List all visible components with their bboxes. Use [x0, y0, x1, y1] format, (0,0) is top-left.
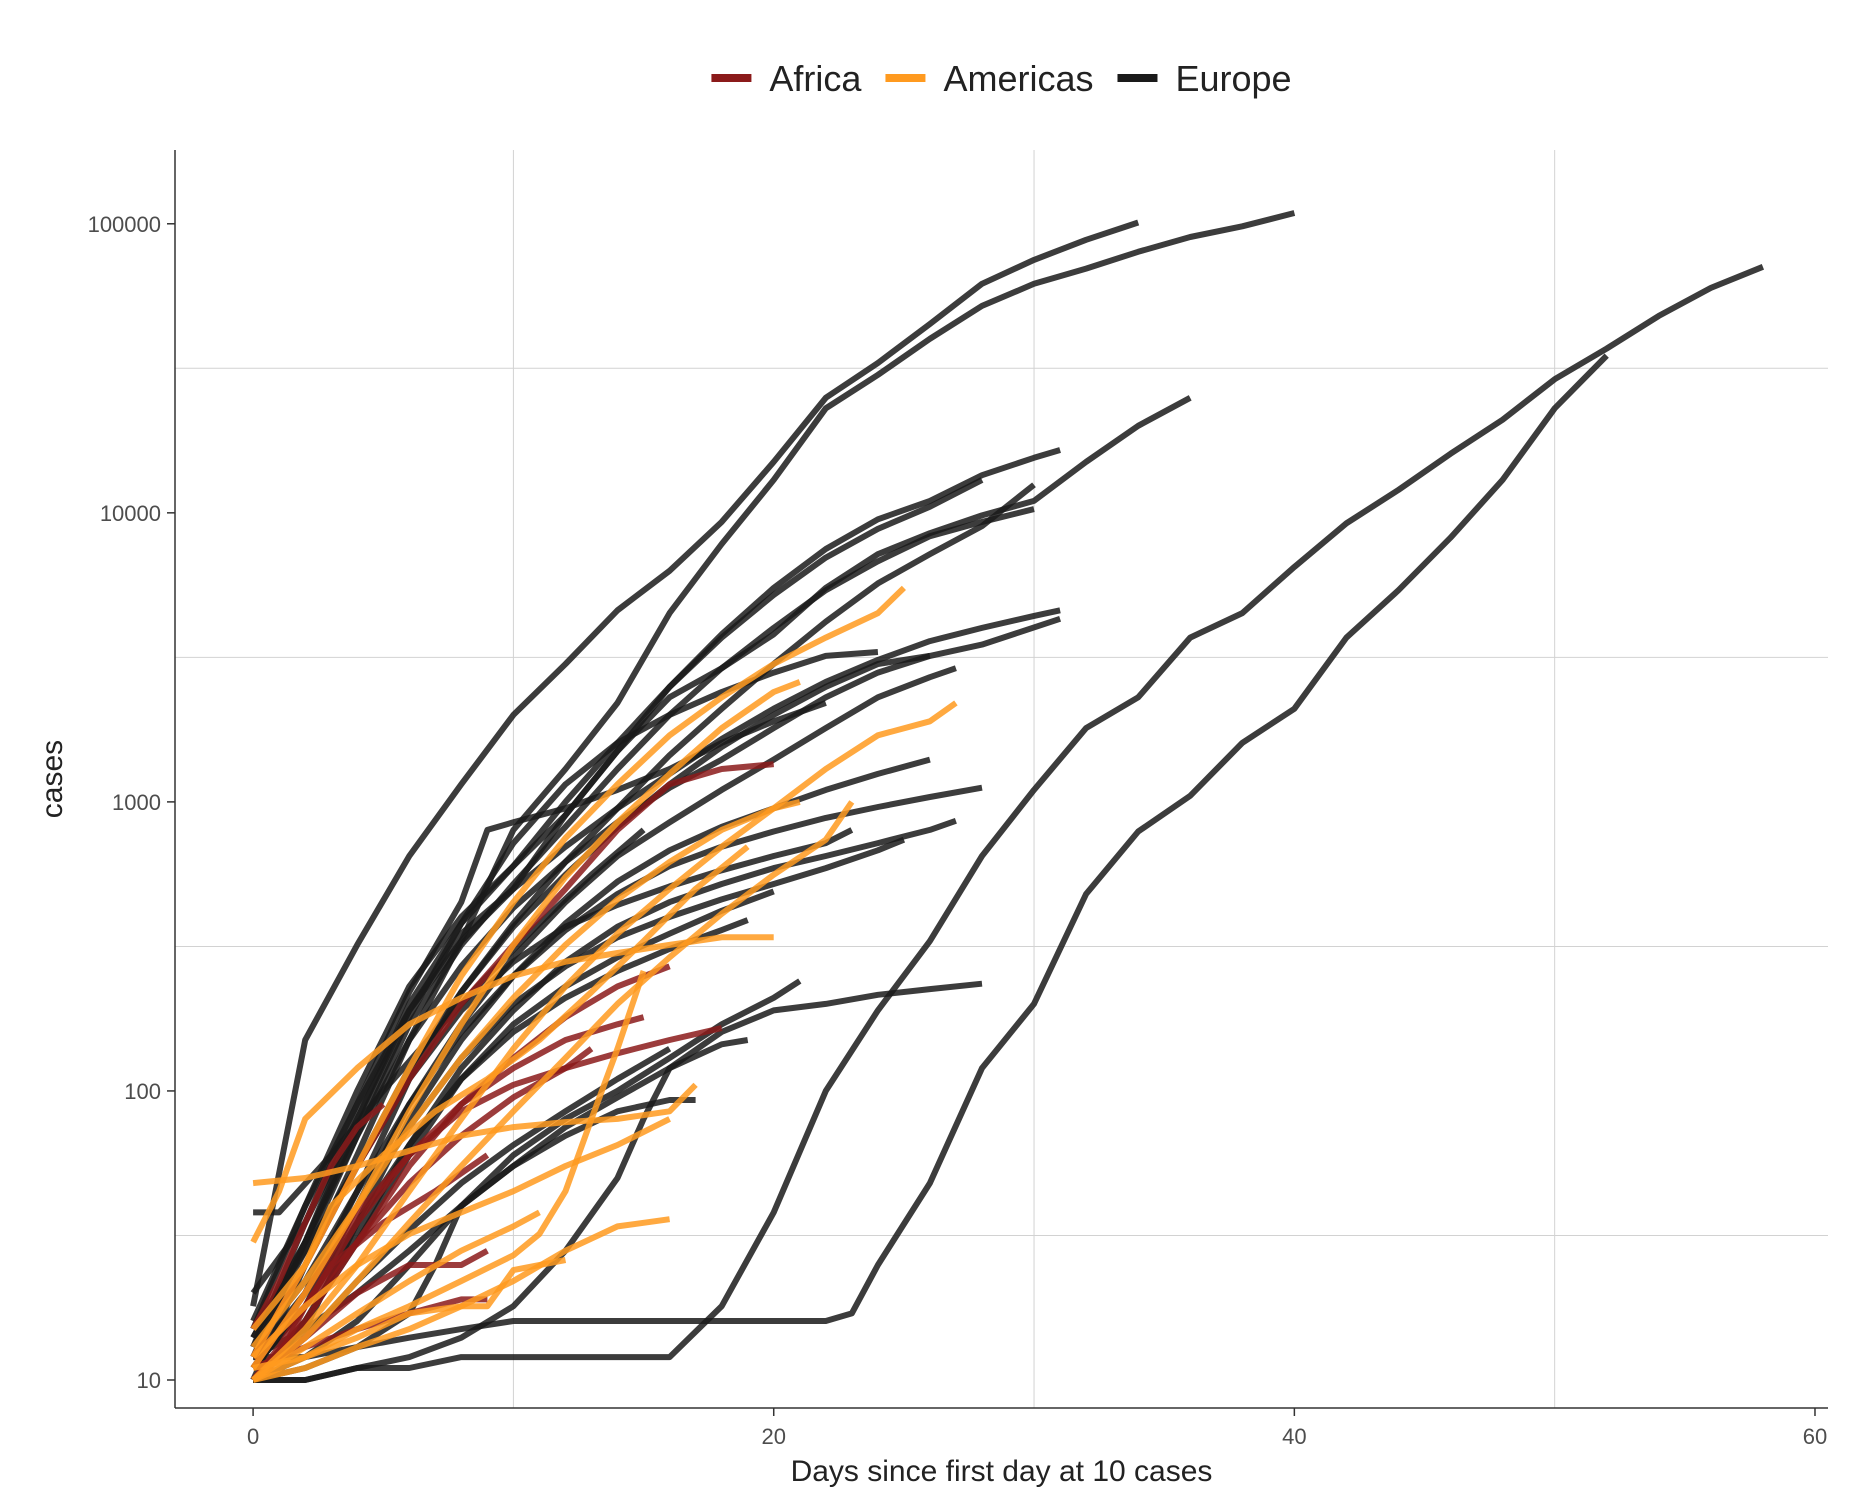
series-line-americas-41 — [251, 800, 855, 1383]
series-line-europe-20 — [251, 978, 802, 1383]
axes: 0 20 40 60 10 100 1000 10000 100000 Days since fi… — [36, 150, 1828, 1488]
series-line-europe-1 — [250, 210, 1296, 1382]
legend: Africa Americas Europe — [711, 58, 1292, 99]
legend-label-africa: Africa — [769, 58, 862, 99]
x-tick-label-2: 40 — [1282, 1424, 1306, 1449]
series-line-americas-37 — [250, 585, 906, 1359]
y-axis-title: cases — [36, 740, 69, 818]
series-line-americas-49 — [250, 844, 750, 1331]
legend-label-europe: Europe — [1175, 58, 1291, 99]
series-line-europe-2 — [253, 264, 1765, 1383]
legend-label-americas: Americas — [943, 58, 1093, 99]
series-line-europe-26 — [253, 827, 646, 1216]
series-line-europe-7 — [250, 506, 1035, 1349]
series-line-europe-25 — [250, 700, 827, 1349]
y-tick-label-4: 100000 — [88, 212, 161, 237]
series-line-africa-36 — [250, 1101, 386, 1331]
y-tick-label-1: 100 — [124, 1079, 161, 1104]
series-line-americas-47 — [251, 1209, 541, 1383]
x-tick-label-1: 20 — [761, 1424, 785, 1449]
x-tick-label-3: 60 — [1803, 1424, 1827, 1449]
x-axis-title: Days since first day at 10 cases — [791, 1455, 1213, 1488]
x-tick-label-0: 0 — [247, 1424, 259, 1449]
y-tick-label-3: 10000 — [100, 501, 161, 526]
series-line-americas-39 — [251, 700, 958, 1383]
series-group — [250, 210, 1765, 1383]
series-line-europe-21 — [253, 980, 983, 1383]
series-line-europe-0 — [250, 219, 1140, 1307]
series-line-americas-42 — [250, 934, 774, 1244]
series-line-americas-43 — [252, 1082, 698, 1187]
y-tick-label-2: 1000 — [112, 790, 161, 815]
y-tick-label-0: 10 — [137, 1368, 161, 1393]
series-line-americas-46 — [251, 1116, 671, 1360]
series-line-americas-45 — [251, 970, 647, 1383]
series-line-americas-48 — [252, 1257, 567, 1371]
